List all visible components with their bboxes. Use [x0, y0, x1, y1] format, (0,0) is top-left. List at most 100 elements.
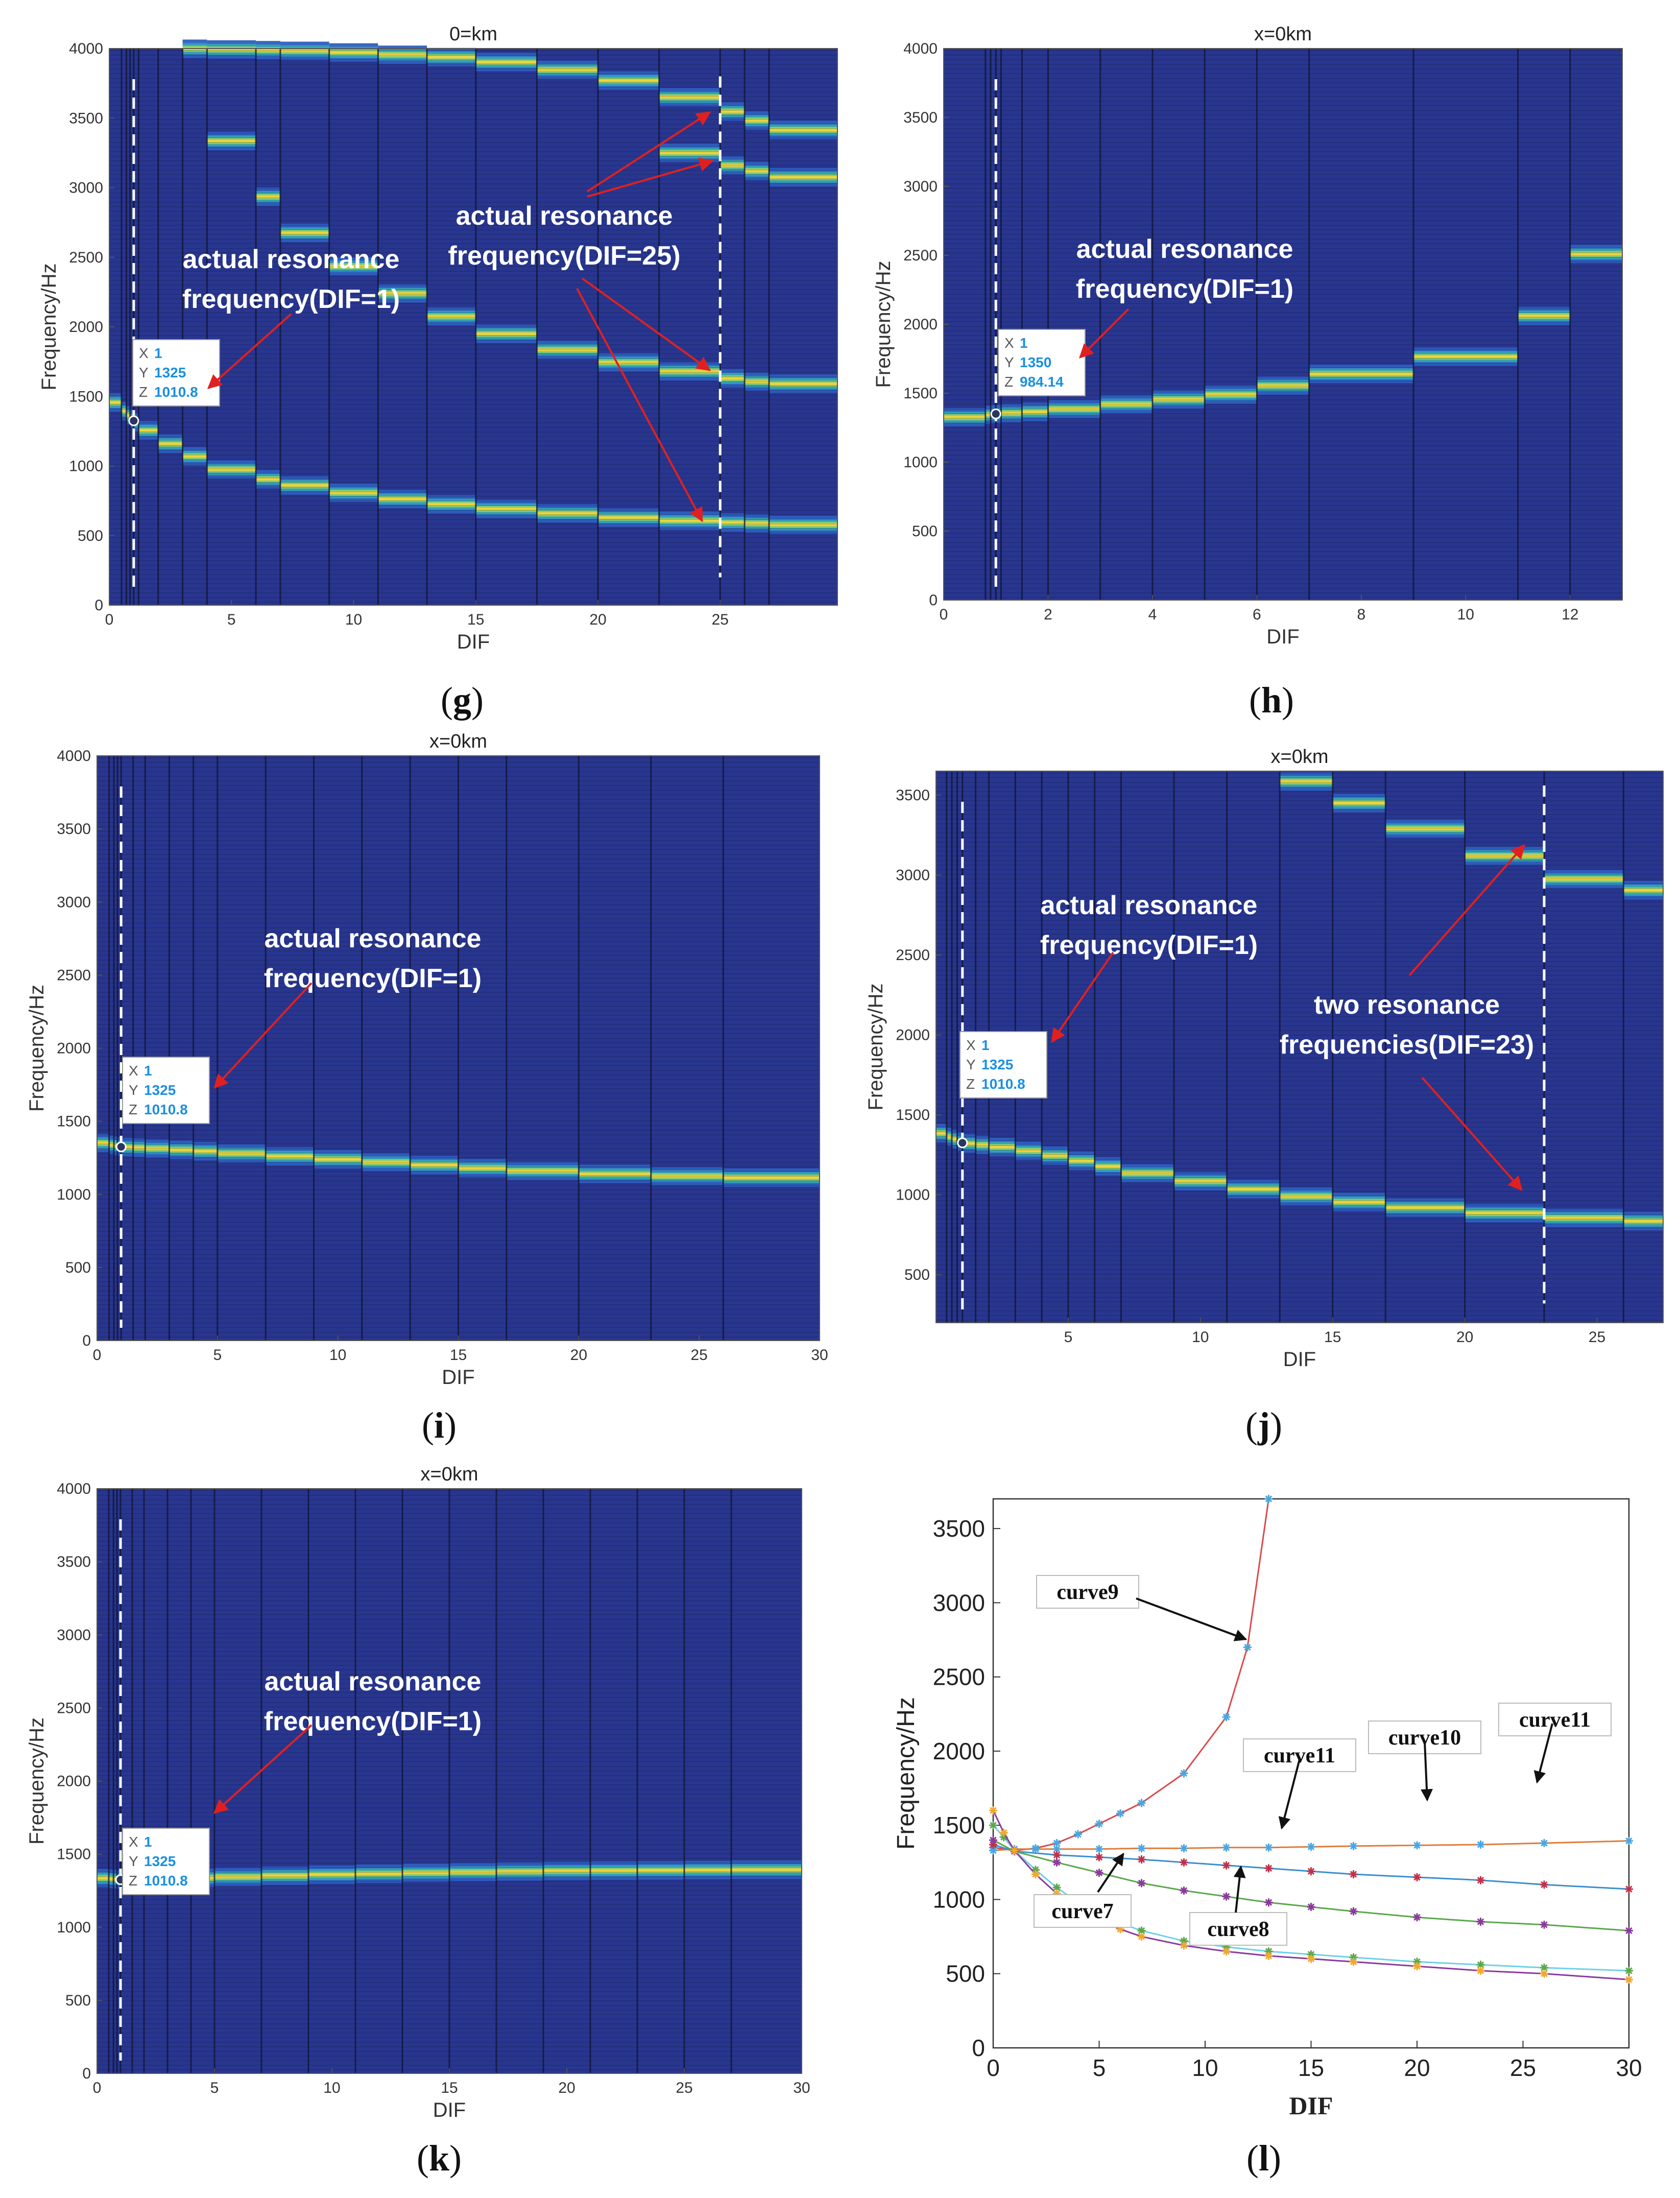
- marker-stroke: [1477, 1961, 1484, 1969]
- datatip-key: X: [129, 1834, 138, 1850]
- y-tick-label: 1000: [896, 1187, 930, 1204]
- annotation-text: actual resonance: [265, 924, 482, 953]
- datatip-key: Z: [966, 1076, 975, 1092]
- datatip-z-value: 1010.8: [981, 1076, 1025, 1092]
- curve-label: curve10: [1368, 1721, 1481, 1802]
- marker-stroke: [1138, 1856, 1145, 1863]
- ridge-band: [217, 1152, 266, 1155]
- ridge-band: [207, 139, 256, 142]
- y-tick-label: 3500: [896, 787, 930, 804]
- data-point-marker: [1031, 1845, 1040, 1853]
- ridge-band: [543, 1870, 590, 1873]
- data-point-marker: [1052, 1851, 1061, 1859]
- panel-label: (l): [1246, 2138, 1281, 2179]
- marker-stroke: [1541, 1839, 1548, 1847]
- ridge-band: [745, 119, 770, 122]
- x-tick-label: 12: [1562, 606, 1578, 623]
- ridge-band: [769, 382, 837, 385]
- curve-label: curve11: [1498, 1703, 1612, 1784]
- marker-stroke: [1541, 1921, 1548, 1928]
- marker-stroke: [1053, 1851, 1061, 1859]
- data-point-marker: [1307, 1867, 1315, 1876]
- curve-label-text: curve8: [1207, 1918, 1269, 1941]
- panel-label-close: ): [471, 680, 484, 721]
- datatip-key: Y: [139, 365, 149, 380]
- y-tick-label: 1000: [69, 458, 103, 475]
- datatip-key: X: [966, 1037, 976, 1053]
- ridge-band: [1042, 1154, 1068, 1157]
- datatip-key: Z: [129, 1102, 137, 1117]
- panel-label-close: ): [444, 1405, 457, 1446]
- ridge-band: [659, 151, 721, 154]
- marker-stroke: [1138, 1933, 1145, 1940]
- curve-label-text: curve11: [1519, 1708, 1591, 1732]
- y-axis-label: Frequency/Hz: [38, 264, 60, 391]
- l-y-tick-label: 2000: [933, 1738, 985, 1764]
- panel-title: x=0km: [1271, 746, 1329, 768]
- marker-stroke: [1222, 1861, 1230, 1869]
- marker-stroke: [1222, 1893, 1230, 1900]
- marker-stroke: [1413, 1874, 1421, 1881]
- marker-stroke: [1180, 1770, 1188, 1777]
- ridge-band: [1280, 1195, 1333, 1198]
- annotation-text: frequency(DIF=1): [182, 284, 400, 314]
- data-point-marker: [1625, 1885, 1633, 1894]
- ridge-high: [207, 132, 837, 393]
- l-y-tick-label: 3500: [933, 1515, 985, 1542]
- data-point-marker: [1349, 1870, 1358, 1879]
- marker-stroke: [1180, 1859, 1188, 1866]
- datatip-x-value: 1: [144, 1063, 152, 1079]
- ridge-band: [109, 1877, 114, 1880]
- ridge-band: [598, 79, 659, 82]
- data-point-marker: [1180, 1844, 1188, 1853]
- data-point-marker: [1307, 1843, 1315, 1851]
- data-point-marker: [1413, 1873, 1421, 1881]
- x-tick-label: 25: [690, 1347, 707, 1364]
- ridge-band: [769, 523, 837, 527]
- datatip-x-value: 1: [144, 1834, 152, 1850]
- marker-stroke: [1307, 1955, 1315, 1963]
- datatip-key: X: [1004, 335, 1014, 351]
- ridge-band: [637, 1869, 684, 1872]
- ridge-band: [579, 1173, 651, 1176]
- l-x-tick-label: 30: [1616, 2054, 1642, 2081]
- annotation-arrow: [1079, 308, 1130, 359]
- ridge-band: [975, 1143, 989, 1146]
- data-point-marker: [1264, 1495, 1273, 1503]
- marker-stroke: [1625, 1885, 1633, 1893]
- panel-label-letter: g: [453, 680, 471, 721]
- datatip-box: [959, 1031, 1047, 1098]
- ridge-band: [145, 1147, 170, 1150]
- panel-label-letter: j: [1257, 1405, 1270, 1446]
- data-point-marker: [1476, 1966, 1485, 1975]
- ridge-band: [659, 519, 721, 522]
- datatip-y-value: 1325: [144, 1853, 176, 1869]
- marker-stroke: [1053, 1884, 1061, 1891]
- datatip: X 1Y 1325 Z 1010.8: [122, 1828, 210, 1895]
- data-point-marker: [1180, 1769, 1188, 1778]
- ridge-band: [280, 231, 329, 234]
- panel-label-close: ): [449, 2138, 462, 2179]
- data-point-marker: [1540, 1920, 1548, 1929]
- annotation: actual resonance frequency(DIF=1): [213, 1667, 482, 1814]
- panel-k: 0 5 10 15 20 25 30 0 500 1000 1500 2000 2500 3000 3500…: [26, 1464, 810, 2179]
- ridge-band: [1015, 1149, 1042, 1152]
- data-point-marker: [1222, 1947, 1231, 1956]
- ridge-band: [537, 512, 598, 515]
- ridge-low: [936, 1124, 1663, 1231]
- y-tick-label: 0: [94, 597, 103, 614]
- data-point-marker: [1031, 1870, 1040, 1879]
- y-tick-label: 2500: [57, 967, 91, 984]
- ridge-band: [1413, 355, 1518, 358]
- marker-stroke: [1222, 1948, 1230, 1955]
- datatip-key: Y: [129, 1082, 138, 1098]
- marker-stroke: [1053, 1845, 1061, 1853]
- marker-stroke: [1541, 1964, 1548, 1971]
- marker-stroke: [1307, 1843, 1315, 1851]
- l-y-tick-label: 0: [972, 2035, 985, 2061]
- y-tick-label: 3500: [57, 821, 91, 838]
- series-curve10: [989, 1840, 1633, 1894]
- ridge-band: [308, 1873, 355, 1876]
- ridge-band: [378, 497, 427, 500]
